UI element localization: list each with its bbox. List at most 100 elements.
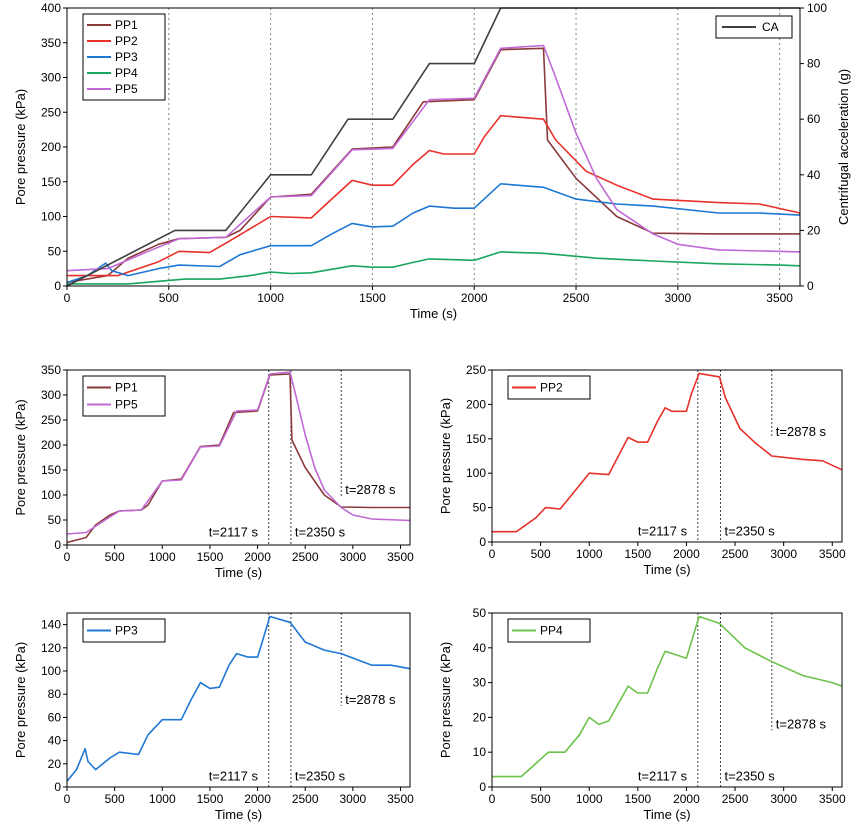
series-line-pp5 [66,44,801,272]
y-tick-label: 0 [479,535,486,549]
y-tick-label: 0 [54,538,61,552]
y-tick-label: 30 [473,676,487,690]
x-tick-label: 2000 [244,792,271,806]
y2-tick-label: 80 [807,57,821,71]
x-tick-label: 500 [105,550,125,564]
plot-frame [491,369,843,543]
y-tick-label: 350 [41,36,61,50]
time-marker-label: t=2117 s [638,769,688,784]
time-marker-label: t=2117 s [209,525,259,540]
time-marker-label: t=2350 s [295,769,346,784]
x-tick-label: 1000 [576,547,603,561]
plot-frame [66,369,411,546]
x-axis-label: Time (s) [215,807,262,822]
y-axis-label: Pore pressure (kPa) [13,642,28,758]
x-tick-label: 3000 [770,792,797,806]
legend-label-pp2: PP2 [540,381,563,395]
panel-pp2: t=2117 s t=2350 st=2878 s0 500 1000 1500 2000… [438,363,846,577]
x-axis-label: Time (s) [643,807,690,822]
legend-label-ca: CA [762,20,779,34]
legend-label-pp3: PP3 [115,624,138,638]
x-tick-label: 0 [64,291,71,305]
y-tick-label: 50 [473,606,487,620]
x-tick-label: 3000 [339,550,366,564]
x-axis-label: Time (s) [643,562,690,577]
x-axis-label: Time (s) [215,565,262,580]
x-tick-label: 0 [489,792,496,806]
x-tick-label: 3000 [339,792,366,806]
x-tick-label: 2500 [563,291,590,305]
x-tick-label: 1500 [197,550,224,564]
y-tick-label: 400 [41,1,61,15]
y-tick-label: 200 [41,438,61,452]
y-tick-label: 0 [479,780,486,794]
y-tick-label: 100 [41,488,61,502]
x-tick-label: 2000 [673,792,700,806]
series-line-pp2 [67,114,801,277]
x-tick-label: 1000 [576,792,603,806]
time-marker-label: t=2117 s [638,524,688,539]
y2-tick-label: 100 [807,1,827,15]
x-tick-label: 1500 [624,547,651,561]
y-tick-label: 150 [41,175,61,189]
y-tick-label: 100 [466,466,486,480]
x-tick-label: 3500 [766,291,793,305]
x-tick-label: 2500 [722,792,749,806]
y2-tick-label: 20 [807,223,821,237]
y2-tick-label: 40 [807,168,821,182]
y-tick-label: 300 [41,388,61,402]
y-tick-label: 40 [473,641,487,655]
x-tick-label: 3500 [819,547,846,561]
panel-pp1-pp5: t=2117 s t=2350 st=2878 s0 500 1000 1500 2000… [13,363,414,580]
y-tick-label: 300 [41,71,61,85]
x-tick-label: 2000 [461,291,488,305]
series-line-pp1 [66,47,800,284]
x-axis-label: Time (s) [410,306,457,321]
series-line-pp4 [492,615,843,778]
x-tick-label: 3000 [664,291,691,305]
y-tick-label: 150 [41,463,61,477]
y-tick-label: 0 [54,780,61,794]
time-marker-label: t=2878 s [345,692,396,707]
plot-frame [66,7,801,287]
y-tick-label: 20 [48,757,62,771]
y-tick-label: 150 [466,432,486,446]
legend-label-pp4: PP4 [540,624,563,638]
y-tick-label: 50 [48,244,62,258]
panel-main: 0 500 1000 1500 2000 2500 3000 3500050100150200… [13,1,851,321]
y-tick-label: 80 [48,687,62,701]
panel-pp4: t=2117 s t=2350 st=2878 s0 500 1000 1500 2000… [438,606,846,822]
x-tick-label: 2500 [722,547,749,561]
x-tick-label: 0 [64,792,71,806]
series-line-ca [66,7,800,287]
x-tick-label: 500 [531,547,551,561]
x-tick-label: 1500 [197,792,224,806]
x-tick-label: 2500 [292,550,319,564]
y-tick-label: 0 [54,279,61,293]
legend-box [507,618,591,643]
legend-label-pp5: PP5 [115,398,138,412]
x-tick-label: 1000 [149,792,176,806]
y-tick-label: 250 [41,105,61,119]
y-tick-label: 10 [473,745,487,759]
y-axis-label: Pore pressure (kPa) [13,399,28,515]
x-tick-label: 3500 [819,792,846,806]
x-tick-label: 0 [489,547,496,561]
y-tick-label: 250 [466,363,486,377]
y2-tick-label: 0 [807,279,814,293]
x-tick-label: 1500 [359,291,386,305]
legend-label-pp5: PP5 [115,82,138,96]
y2-axis-label: Centrifugal acceleration (g) [836,69,851,225]
y-tick-label: 20 [473,710,487,724]
y-tick-label: 40 [48,734,62,748]
legend-label-pp1: PP1 [115,381,138,395]
time-marker-label: t=2350 s [724,524,775,539]
legend-label-pp3: PP3 [115,50,138,64]
series-line-pp3 [66,183,801,284]
y-tick-label: 100 [41,210,61,224]
y-tick-label: 100 [41,664,61,678]
series-line-pp2 [492,372,843,533]
panel-pp3: t=2117 s t=2350 st=2878 s0 500 1000 1500 2000… [13,612,414,822]
x-tick-label: 1000 [149,550,176,564]
x-tick-label: 2000 [673,547,700,561]
